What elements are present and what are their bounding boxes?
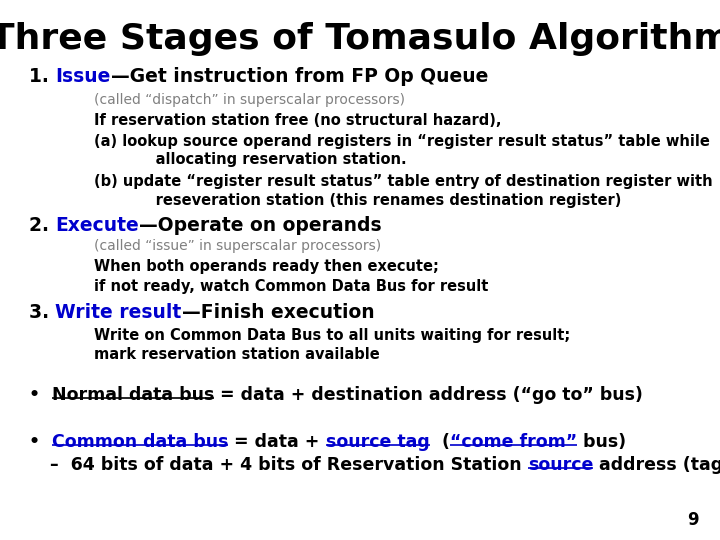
Text: 3.: 3. [29, 303, 55, 322]
Text: source tag: source tag [325, 433, 430, 451]
Text: (: ( [430, 433, 449, 451]
Text: (called “dispatch” in superscalar processors): (called “dispatch” in superscalar proces… [94, 93, 405, 107]
Text: —Operate on operands: —Operate on operands [139, 216, 382, 235]
Text: –  64 bits of data + 4 bits of Reservation Station: – 64 bits of data + 4 bits of Reservatio… [50, 456, 528, 474]
Text: 2.: 2. [29, 216, 55, 235]
Text: = data +: = data + [228, 433, 325, 451]
Text: Execute: Execute [55, 216, 139, 235]
Text: Three Stages of Tomasulo Algorithm: Three Stages of Tomasulo Algorithm [0, 22, 720, 56]
Text: If reservation station free (no structural hazard),: If reservation station free (no structur… [94, 113, 501, 129]
Text: source: source [528, 456, 593, 474]
Text: Issue: Issue [55, 68, 111, 86]
Text: bus): bus) [577, 433, 626, 451]
Text: 9: 9 [687, 511, 698, 529]
Text: When both operands ready then execute;: When both operands ready then execute; [94, 259, 438, 274]
Text: •: • [29, 433, 52, 451]
Text: allocating reservation station.: allocating reservation station. [130, 152, 406, 167]
Text: Write result: Write result [55, 303, 181, 322]
Text: —Finish execution: —Finish execution [181, 303, 374, 322]
Text: •: • [29, 386, 52, 404]
Text: (b) update “register result status” table entry of destination register with: (b) update “register result status” tabl… [94, 174, 712, 189]
Text: mark reservation station available: mark reservation station available [94, 347, 379, 362]
Text: (called “issue” in superscalar processors): (called “issue” in superscalar processor… [94, 239, 381, 253]
Text: if not ready, watch Common Data Bus for result: if not ready, watch Common Data Bus for … [94, 279, 488, 294]
Text: “come from”: “come from” [449, 433, 577, 451]
Text: (a) lookup source operand registers in “register result status” table while: (a) lookup source operand registers in “… [94, 134, 709, 149]
Text: —Get instruction from FP Op Queue: —Get instruction from FP Op Queue [111, 68, 488, 86]
Text: address (tag): address (tag) [593, 456, 720, 474]
Text: Common data bus: Common data bus [52, 433, 228, 451]
Text: Normal data bus: Normal data bus [52, 386, 215, 404]
Text: = data + destination address (“go to” bus): = data + destination address (“go to” bu… [215, 386, 643, 404]
Text: reseveration station (this renames destination register): reseveration station (this renames desti… [130, 193, 621, 208]
Text: Write on Common Data Bus to all units waiting for result;: Write on Common Data Bus to all units wa… [94, 328, 570, 343]
Text: 1.: 1. [29, 68, 55, 86]
